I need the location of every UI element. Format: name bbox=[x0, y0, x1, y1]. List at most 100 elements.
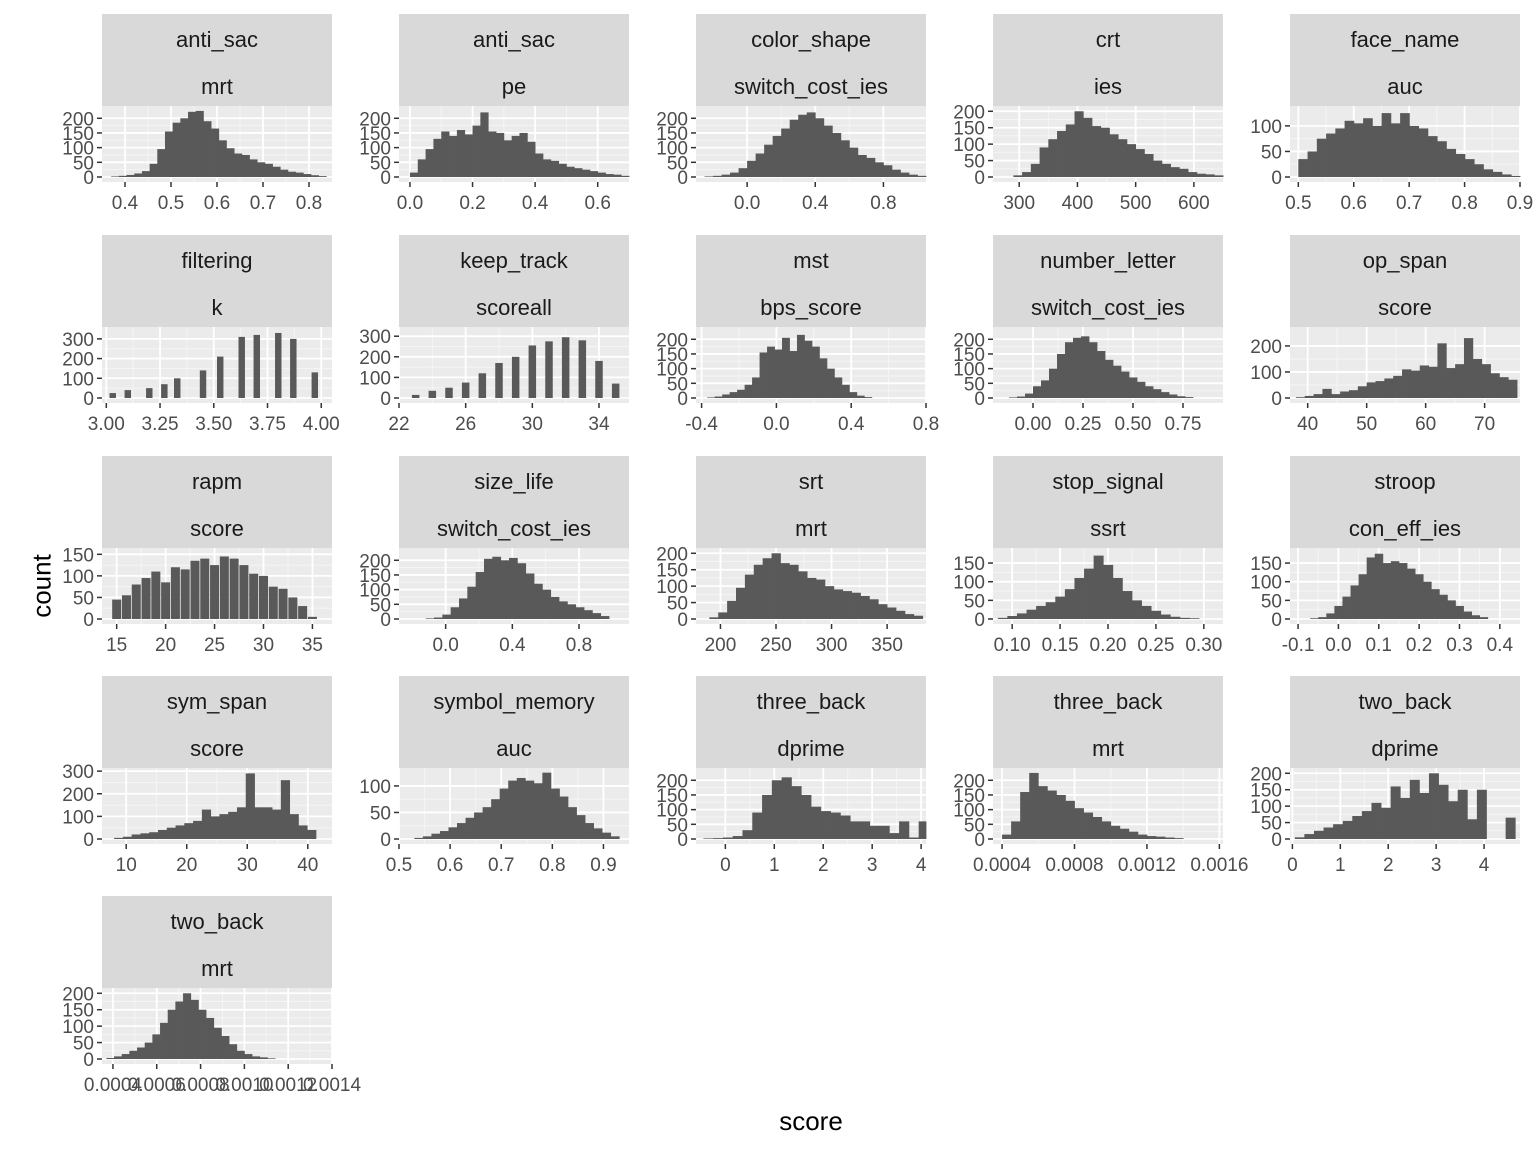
histogram-bar bbox=[1391, 561, 1399, 619]
histogram-bar bbox=[727, 601, 736, 619]
histogram-bar bbox=[173, 123, 181, 177]
histogram-bar bbox=[193, 821, 202, 839]
y-tick-label: 200 bbox=[953, 330, 985, 351]
histogram-bar bbox=[423, 836, 432, 839]
y-tick-label: 100 bbox=[62, 567, 94, 588]
histogram-bar bbox=[1439, 595, 1447, 619]
y-tick-label: 0 bbox=[83, 830, 94, 851]
histogram-bar bbox=[512, 357, 519, 398]
histogram-bar bbox=[123, 837, 132, 839]
facet-strip-task-label: crt bbox=[1096, 27, 1120, 52]
histogram-bar bbox=[1153, 389, 1161, 398]
histogram-bar bbox=[1113, 578, 1123, 619]
x-tick-label: 25 bbox=[204, 635, 225, 656]
y-tick-label: 200 bbox=[359, 551, 391, 572]
histogram-bar bbox=[149, 832, 158, 839]
facet-strip-measure-label: con_eff_ies bbox=[1349, 516, 1461, 541]
histogram-bar bbox=[249, 574, 258, 619]
histogram-bar bbox=[869, 599, 878, 619]
histogram-bar bbox=[1038, 786, 1047, 839]
histogram-bar bbox=[290, 339, 296, 398]
histogram-bar bbox=[1129, 832, 1138, 839]
histogram-bar bbox=[1399, 563, 1407, 619]
histogram-bar bbox=[146, 388, 152, 398]
histogram-bar bbox=[849, 148, 858, 177]
histogram-bar bbox=[1065, 801, 1074, 839]
histogram-bar bbox=[543, 159, 551, 177]
x-tick-label: 0.7 bbox=[1396, 193, 1422, 214]
x-tick-label: 0.8 bbox=[1451, 193, 1477, 214]
histogram-bar bbox=[542, 590, 551, 619]
histogram-bar bbox=[214, 1028, 222, 1059]
histogram-bar bbox=[180, 118, 188, 177]
histogram-bar bbox=[1074, 808, 1083, 839]
histogram-bar bbox=[1383, 563, 1391, 619]
histogram-bar bbox=[311, 175, 319, 177]
histogram-bar bbox=[239, 565, 248, 619]
histogram-bar bbox=[1354, 123, 1364, 177]
y-tick-label: 100 bbox=[1250, 573, 1282, 594]
histogram-bar bbox=[1456, 154, 1466, 177]
histogram-bar bbox=[1027, 610, 1037, 619]
histogram-bar bbox=[775, 350, 783, 398]
histogram-bar bbox=[1109, 134, 1118, 177]
histogram-bar bbox=[467, 587, 476, 619]
histogram-bar bbox=[1073, 338, 1081, 398]
histogram-bar bbox=[1151, 611, 1161, 619]
histogram-bar bbox=[1333, 824, 1343, 839]
histogram-bar bbox=[1153, 161, 1162, 177]
histogram-bar bbox=[1326, 134, 1336, 177]
histogram-bar bbox=[840, 816, 850, 839]
histogram-bar bbox=[1499, 377, 1508, 398]
histogram-bar bbox=[1511, 176, 1520, 177]
histogram-bar bbox=[200, 559, 209, 619]
facet-strip-task-label: sym_span bbox=[167, 689, 267, 714]
histogram-bar bbox=[1381, 808, 1391, 839]
histogram-bar bbox=[167, 828, 176, 839]
histogram-bar bbox=[161, 582, 170, 619]
histogram-bar bbox=[909, 175, 918, 177]
histogram-bar bbox=[875, 162, 884, 177]
histogram-bar bbox=[1358, 386, 1367, 398]
histogram-bar bbox=[1056, 795, 1065, 839]
histogram-bar bbox=[1002, 835, 1011, 839]
histogram-bar bbox=[723, 838, 733, 839]
histogram-bar bbox=[827, 369, 835, 398]
histogram-bar bbox=[1074, 578, 1084, 619]
y-tick-label: 100 bbox=[953, 573, 985, 594]
histogram-bar bbox=[834, 589, 843, 619]
x-tick-label: 0.8 bbox=[913, 414, 939, 435]
histogram-bar bbox=[1147, 836, 1156, 839]
histogram-bar bbox=[260, 1057, 268, 1059]
histogram-bar bbox=[887, 608, 896, 620]
histogram-bar bbox=[1402, 369, 1411, 398]
x-tick-label: 250 bbox=[760, 635, 792, 656]
facet-strip-task-label: stop_signal bbox=[1052, 469, 1163, 494]
histogram-bar bbox=[707, 397, 715, 398]
histogram-bar bbox=[1349, 390, 1358, 398]
histogram-bar bbox=[584, 610, 593, 619]
histogram-bar bbox=[451, 607, 460, 619]
histogram-bar bbox=[219, 814, 228, 839]
histogram-bar bbox=[442, 615, 451, 619]
histogram-bar bbox=[1372, 126, 1382, 177]
histogram-bar bbox=[484, 559, 493, 619]
histogram-bar bbox=[562, 337, 570, 398]
y-tick-label: 50 bbox=[1261, 591, 1282, 612]
facet-panel: crties050100150200300 400 500 600 bbox=[953, 14, 1223, 214]
histogram-bar bbox=[1185, 397, 1193, 398]
histogram-bar bbox=[1391, 786, 1401, 839]
y-tick-label: 200 bbox=[656, 330, 688, 351]
histogram-bar bbox=[1162, 164, 1171, 177]
histogram-bar bbox=[1298, 159, 1308, 177]
histogram-bar bbox=[431, 834, 440, 839]
histogram-bar bbox=[259, 576, 268, 619]
x-tick-label: 20 bbox=[155, 635, 176, 656]
facet-panel: sym_spanscore010020030010 20 30 40 bbox=[62, 676, 332, 876]
histogram-bar bbox=[1429, 773, 1439, 839]
histogram-bar bbox=[1040, 147, 1049, 177]
histogram-bar bbox=[1127, 144, 1136, 177]
x-tick-label: 0.50 bbox=[1115, 414, 1152, 435]
histogram-bar bbox=[606, 174, 614, 177]
